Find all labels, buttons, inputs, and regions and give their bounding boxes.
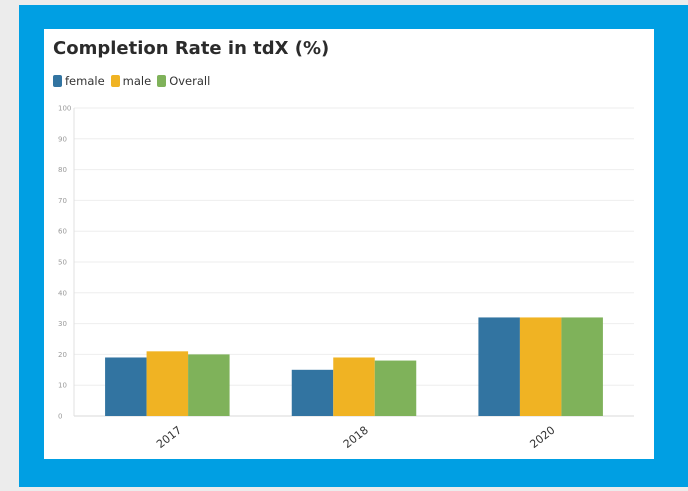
x-tick-label: 2017 — [154, 424, 184, 451]
legend-label-female: female — [65, 74, 105, 88]
y-tick-label: 70 — [58, 197, 67, 205]
y-tick-label: 60 — [58, 228, 67, 236]
y-tick-label: 30 — [58, 320, 67, 328]
bar-male-2018 — [333, 357, 375, 416]
bar-overall-2018 — [374, 360, 417, 416]
y-tick-label: 40 — [58, 289, 67, 297]
legend-label-overall: Overall — [169, 74, 211, 88]
y-tick-label: 100 — [58, 105, 71, 113]
x-tick-label: 2020 — [527, 424, 557, 451]
legend-item-overall[interactable]: Overall — [157, 74, 210, 88]
y-tick-label: 50 — [58, 259, 67, 267]
chart-title: Completion Rate in tdX (%) — [53, 38, 330, 59]
y-tick-label: 0 — [58, 413, 62, 421]
legend: female male Overall — [53, 74, 216, 88]
bar-female-2018 — [291, 369, 334, 416]
legend-swatch-male — [110, 75, 120, 87]
y-tick-label: 90 — [58, 135, 67, 143]
x-tick-label: 2018 — [341, 424, 371, 451]
legend-swatch-overall — [157, 75, 167, 87]
y-tick-label: 80 — [58, 166, 67, 174]
bar-overall-2017 — [188, 354, 230, 416]
bar-male-2020 — [519, 317, 562, 416]
bar-female-2017 — [105, 357, 147, 416]
bar-male-2017 — [146, 351, 189, 416]
bar-female-2020 — [478, 317, 520, 416]
legend-item-male[interactable]: male — [110, 74, 152, 88]
legend-item-female[interactable]: female — [53, 74, 105, 88]
y-tick-label: 10 — [58, 382, 67, 390]
legend-label-male: male — [122, 74, 152, 88]
legend-swatch-female — [53, 75, 62, 87]
y-tick-label: 20 — [58, 351, 67, 359]
bar-overall-2020 — [561, 317, 603, 416]
